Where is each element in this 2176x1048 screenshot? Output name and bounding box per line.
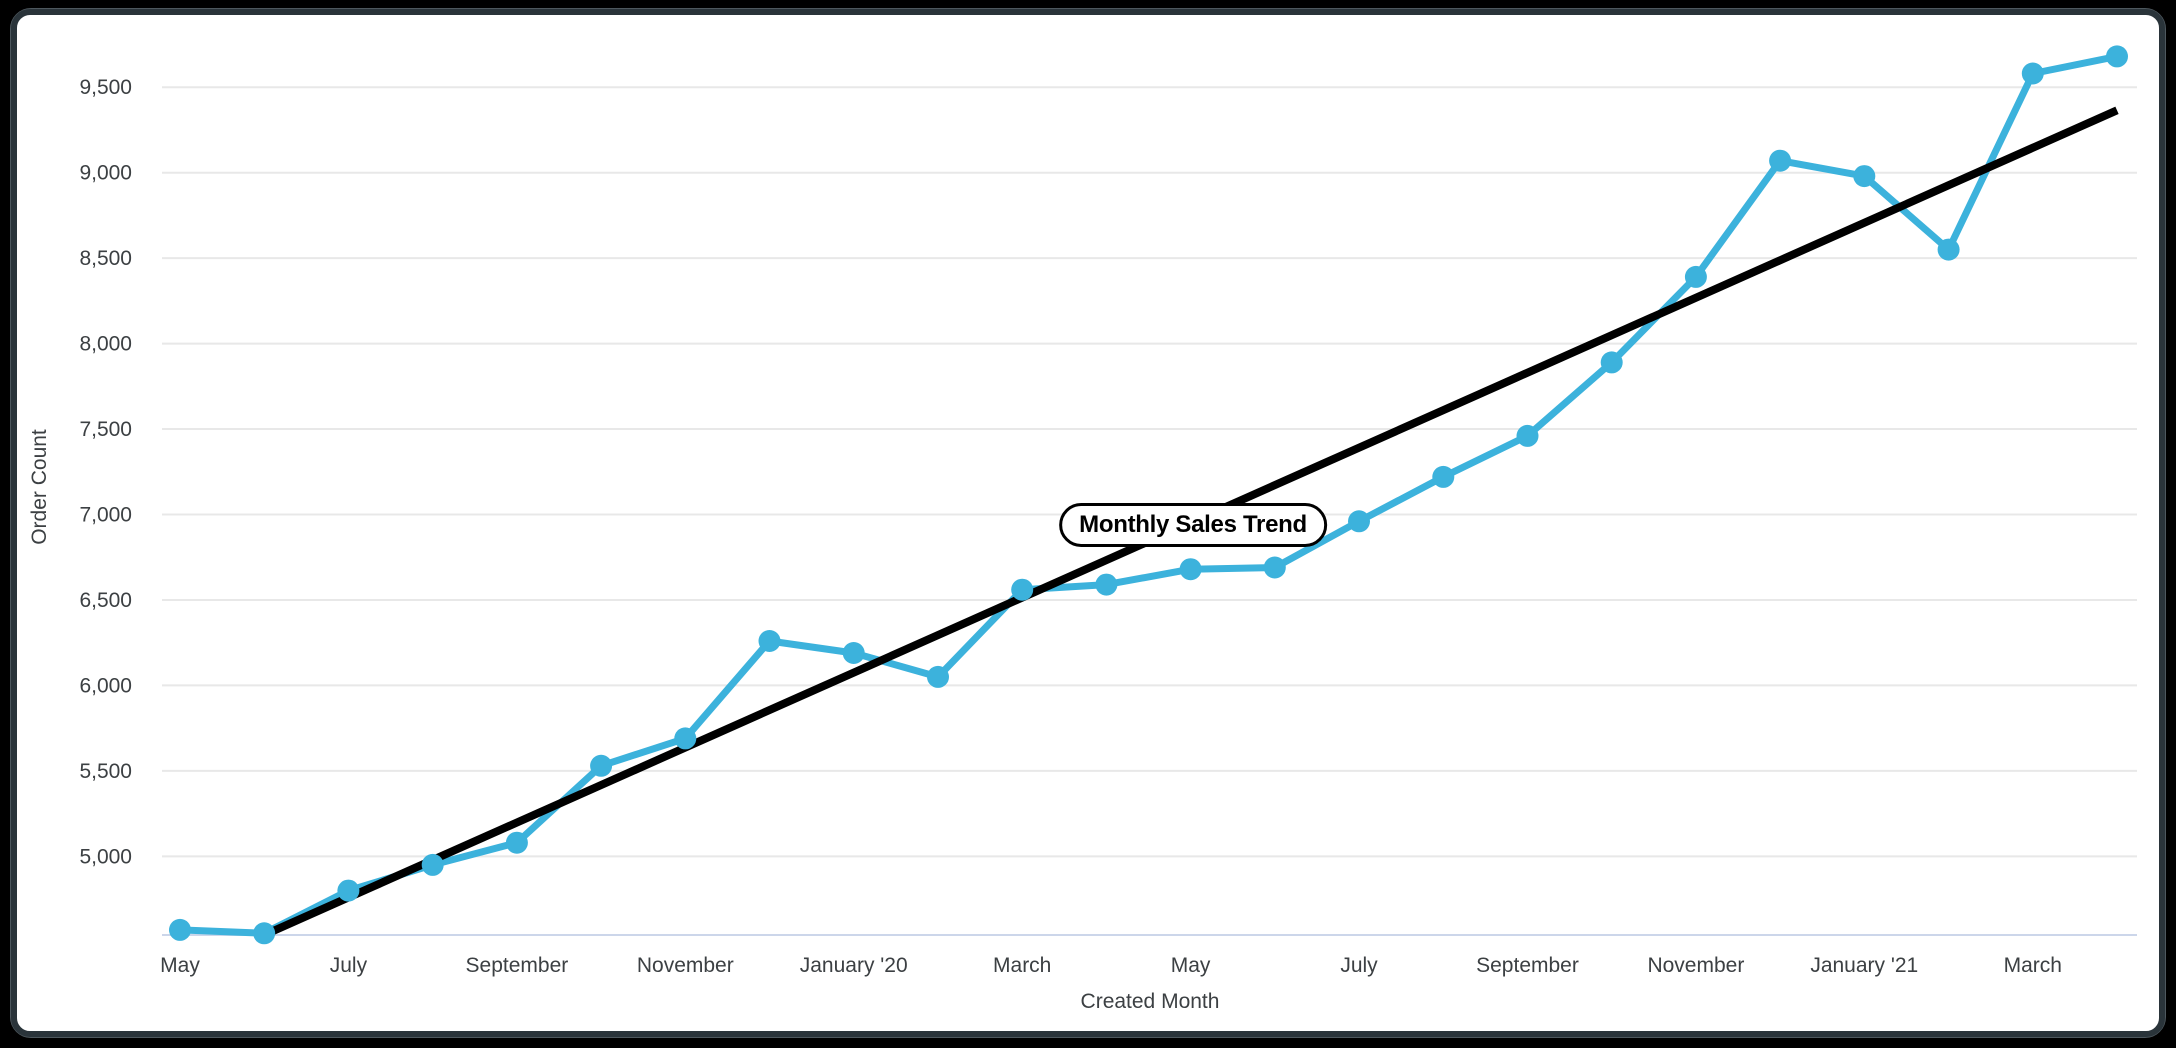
grid-layer: [162, 86, 2137, 858]
x-tick-label: September: [466, 954, 569, 977]
chart-annotation-label: Monthly Sales Trend: [1079, 511, 1307, 538]
x-tick-label: July: [330, 954, 368, 977]
data-point[interactable]: [1937, 238, 1960, 261]
data-point[interactable]: [758, 630, 781, 652]
data-point[interactable]: [169, 918, 191, 941]
data-point[interactable]: [2106, 45, 2128, 68]
sales-series-line[interactable]: [176, 52, 2121, 937]
data-point[interactable]: [927, 665, 949, 688]
x-tick-label: March: [993, 954, 1051, 977]
data-point[interactable]: [1769, 149, 1792, 172]
data-point[interactable]: [1853, 165, 1876, 188]
y-tick-label: 7,500: [79, 418, 132, 441]
data-point[interactable]: [2021, 62, 2044, 85]
y-tick-label: 8,500: [79, 247, 132, 270]
y-tick-label: 8,000: [79, 333, 132, 356]
y-tick-label: 9,500: [79, 76, 132, 99]
y-tick-label: 5,500: [79, 760, 132, 783]
data-point[interactable]: [674, 727, 697, 750]
data-point[interactable]: [842, 642, 865, 664]
data-point[interactable]: [1684, 265, 1707, 288]
data-point[interactable]: [1516, 424, 1539, 447]
y-tick-label: 7,000: [79, 504, 132, 527]
data-point[interactable]: [590, 754, 613, 777]
x-tick-label: March: [2004, 954, 2062, 977]
x-tick-label: November: [1647, 954, 1744, 977]
x-tick-label: July: [1340, 954, 1378, 977]
x-tick-label: May: [160, 954, 200, 977]
axis-layer: 5,000 5,500 6,000 6,500 7,000 7,500 8,000 8,500…: [79, 76, 2137, 977]
x-tick-label: May: [1171, 954, 1211, 977]
y-tick-label: 5,000: [79, 845, 132, 868]
x-axis-title: Created Month: [1081, 990, 1220, 1013]
y-tick-label: 6,000: [79, 674, 132, 697]
x-tick-label: January '20: [800, 954, 908, 977]
y-axis-title: Order Count: [28, 429, 51, 545]
x-tick-label: September: [1476, 954, 1579, 977]
data-point[interactable]: [253, 922, 276, 945]
data-point[interactable]: [1011, 578, 1034, 601]
y-tick-label: 9,000: [79, 162, 132, 185]
data-point[interactable]: [1179, 558, 1202, 581]
data-point[interactable]: [1600, 351, 1623, 374]
data-point[interactable]: [421, 853, 444, 876]
y-tick-label: 6,500: [79, 589, 132, 612]
data-point[interactable]: [505, 831, 528, 854]
data-point[interactable]: [1348, 510, 1370, 533]
data-point[interactable]: [337, 879, 360, 902]
data-point[interactable]: [1432, 465, 1455, 488]
x-tick-label: January '21: [1810, 954, 1918, 977]
x-tick-label: November: [637, 954, 734, 977]
data-point[interactable]: [1263, 556, 1286, 579]
chart-annotation: Monthly Sales Trend: [1059, 503, 1327, 547]
data-point[interactable]: [1095, 573, 1118, 596]
